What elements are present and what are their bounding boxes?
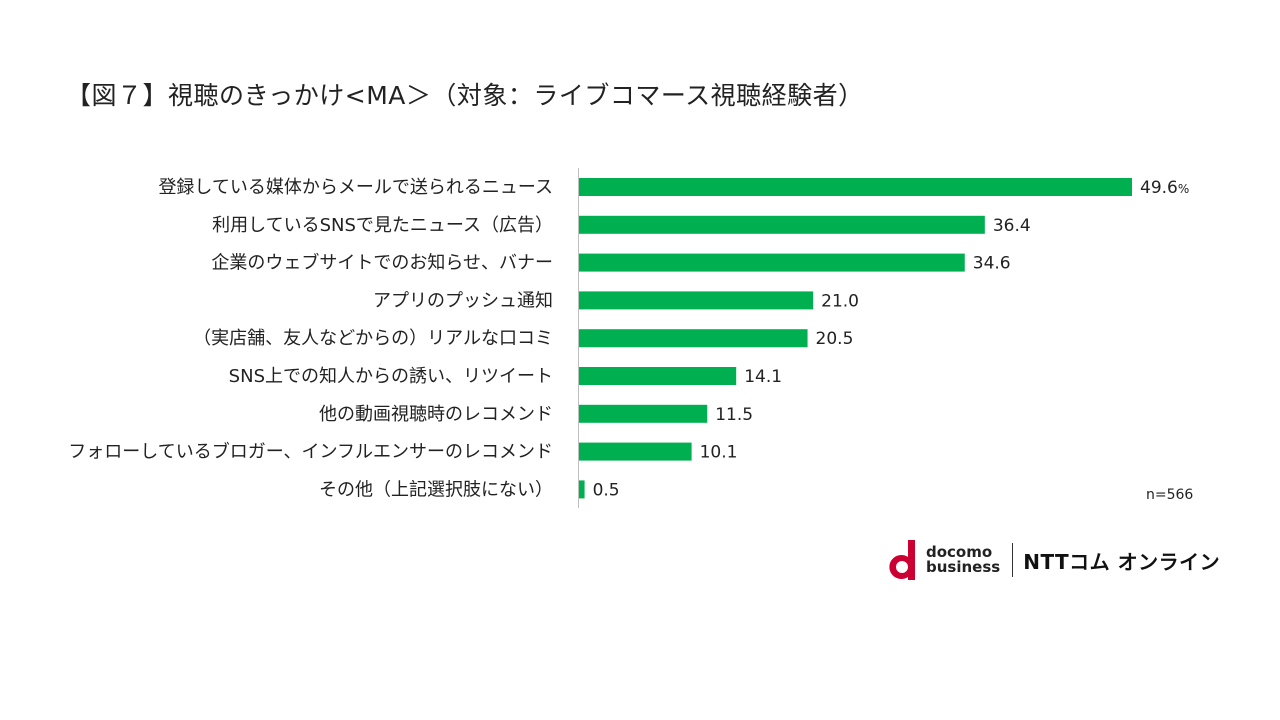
bar xyxy=(579,178,1132,196)
docomo-business-wordmark: docomo business xyxy=(926,545,1000,575)
business-word: business xyxy=(926,558,1001,576)
bar xyxy=(579,367,737,385)
value-label: 11.5 xyxy=(715,405,753,425)
bar xyxy=(579,442,692,461)
value-label: 10.1 xyxy=(700,443,738,463)
bar xyxy=(579,253,965,272)
category-label: SNS上での知人からの誘い、リツイート xyxy=(229,366,553,387)
value-label: 14.1 xyxy=(744,367,782,387)
bar xyxy=(579,329,808,348)
category-label: フォローしているブロガー、インフルエンサーのレコメンド xyxy=(68,441,553,463)
category-labels: 登録している媒体からメールで送られるニュース利用しているSNSで見たニュース（広… xyxy=(68,177,553,500)
bar xyxy=(579,291,814,310)
docomo-word: docomo xyxy=(926,543,993,561)
category-label: アプリのプッシュ通知 xyxy=(373,290,553,311)
chart-title: 【図７】視聴のきっかけ<MA＞（対象：ライブコマース視聴経験者） xyxy=(66,81,864,110)
value-label: 49.6% xyxy=(1140,178,1189,198)
value-label: 36.4 xyxy=(993,216,1031,236)
bar xyxy=(579,404,708,423)
ntt-com-online-wordmark: NTTコム オンライン xyxy=(1023,549,1221,574)
value-label: 34.6 xyxy=(973,254,1011,274)
logo-divider xyxy=(1012,543,1014,577)
bars-group xyxy=(579,178,1132,499)
value-label: 0.5 xyxy=(593,480,620,500)
value-label: 20.5 xyxy=(816,329,854,349)
docomo-d-icon xyxy=(889,540,915,580)
sample-size-note: n=566 xyxy=(1146,487,1194,503)
value-labels: 49.6% 36.4 34.6 21.0 20.5 14.1 11.5 10.1 0.5 xyxy=(593,178,1190,500)
category-label: 企業のウェブサイトでのお知らせ、バナー xyxy=(211,252,553,274)
category-label: 登録している媒体からメールで送られるニュース xyxy=(158,177,553,198)
bar xyxy=(579,215,985,234)
bar xyxy=(579,480,585,499)
percent-unit: % xyxy=(1178,182,1189,196)
category-label: 他の動画視聴時のレコメンド xyxy=(319,404,553,425)
value-label: 21.0 xyxy=(821,291,859,311)
category-label: 利用しているSNSで見たニュース（広告） xyxy=(212,215,553,236)
category-label: その他（上記選択肢にない） xyxy=(319,479,553,500)
brand-logo: docomo business NTTコム オンライン xyxy=(888,538,1220,582)
category-label: （実店舗、友人などからの）リアルな口コミ xyxy=(193,328,553,349)
